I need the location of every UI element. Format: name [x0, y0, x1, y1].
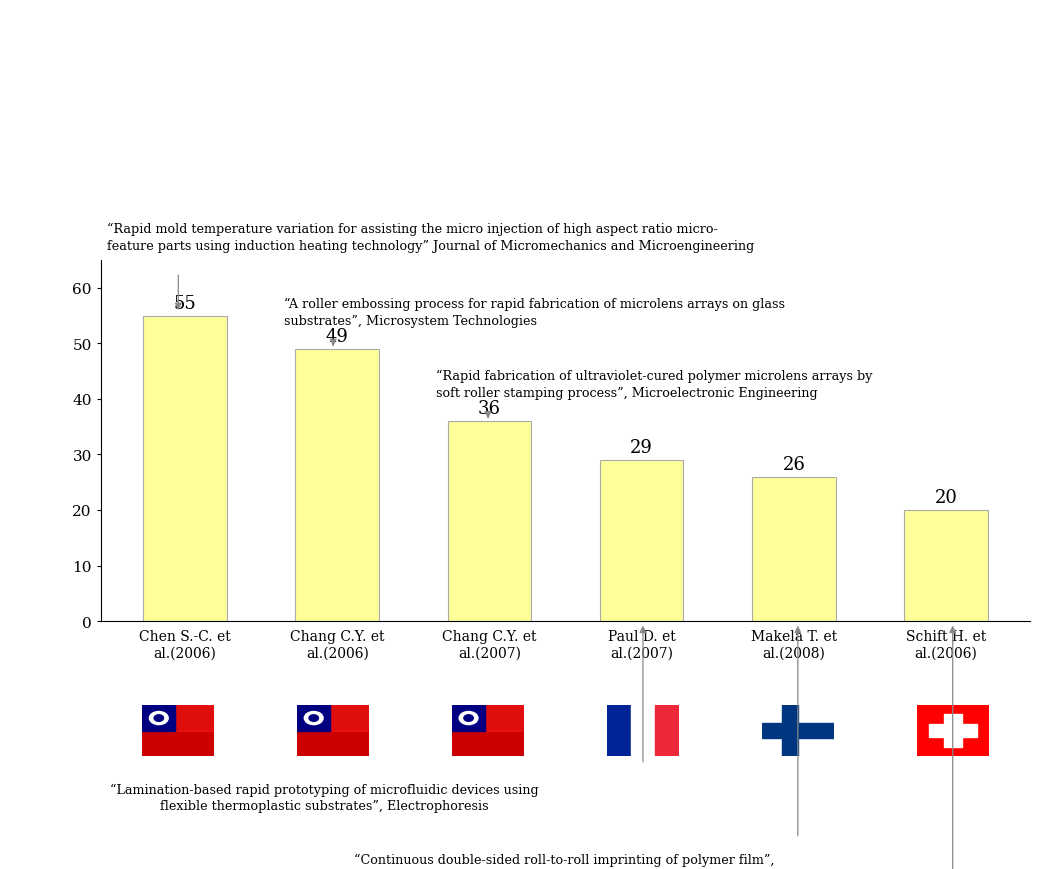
Bar: [142, 706, 175, 731]
Polygon shape: [157, 713, 160, 714]
Polygon shape: [467, 713, 470, 714]
Bar: [143, 316, 227, 621]
Polygon shape: [461, 720, 465, 721]
Polygon shape: [309, 721, 312, 723]
Bar: [782, 706, 798, 756]
Text: 49: 49: [326, 328, 348, 346]
Text: “Lamination-based rapid prototyping of microfluidic devices using
flexible therm: “Lamination-based rapid prototyping of m…: [110, 782, 538, 813]
Bar: [631, 706, 655, 756]
Polygon shape: [318, 715, 321, 717]
Circle shape: [305, 712, 323, 725]
Bar: [752, 477, 836, 621]
Polygon shape: [312, 713, 315, 714]
Polygon shape: [155, 721, 157, 723]
Polygon shape: [157, 722, 160, 724]
Bar: [452, 706, 525, 731]
Polygon shape: [464, 721, 467, 723]
Polygon shape: [306, 720, 310, 721]
Bar: [944, 714, 962, 747]
Circle shape: [459, 712, 478, 725]
Polygon shape: [319, 717, 322, 720]
Circle shape: [464, 715, 474, 721]
Polygon shape: [151, 717, 154, 720]
Polygon shape: [306, 715, 310, 717]
Bar: [600, 461, 684, 621]
Circle shape: [309, 715, 319, 721]
Polygon shape: [164, 717, 168, 720]
Circle shape: [154, 715, 164, 721]
Bar: [761, 723, 834, 739]
Circle shape: [150, 712, 168, 725]
Text: 20: 20: [935, 488, 958, 507]
Polygon shape: [309, 713, 312, 715]
Bar: [295, 349, 379, 621]
Polygon shape: [155, 713, 157, 715]
Bar: [447, 421, 531, 621]
Bar: [452, 706, 485, 731]
Polygon shape: [464, 713, 467, 715]
Text: “A roller embossing process for rapid fabrication of microlens arrays on glass
s: “A roller embossing process for rapid fa…: [285, 298, 785, 328]
Text: “Rapid mold temperature variation for assisting the micro injection of high aspe: “Rapid mold temperature variation for as…: [106, 222, 754, 252]
Text: 36: 36: [478, 400, 501, 418]
Text: 26: 26: [783, 455, 805, 474]
Polygon shape: [460, 717, 463, 720]
Bar: [142, 706, 215, 731]
Polygon shape: [160, 721, 164, 723]
Bar: [297, 706, 370, 731]
Polygon shape: [312, 722, 315, 724]
Polygon shape: [473, 720, 476, 721]
Text: 29: 29: [630, 439, 653, 456]
Bar: [297, 706, 330, 731]
Polygon shape: [318, 720, 321, 721]
Bar: [929, 725, 977, 737]
Polygon shape: [473, 715, 476, 717]
Polygon shape: [152, 715, 155, 717]
Bar: [655, 706, 679, 756]
Bar: [904, 510, 988, 621]
Polygon shape: [162, 715, 167, 717]
Polygon shape: [315, 713, 318, 715]
Polygon shape: [305, 717, 308, 720]
Polygon shape: [315, 721, 318, 723]
Polygon shape: [461, 715, 465, 717]
Bar: [606, 706, 631, 756]
Polygon shape: [470, 721, 473, 723]
Text: “Continuous double-sided roll-to-roll imprinting of polymer film”,
Japanese Jour: “Continuous double-sided roll-to-roll im…: [354, 853, 774, 869]
Polygon shape: [474, 717, 477, 720]
Polygon shape: [467, 722, 470, 724]
Polygon shape: [470, 713, 473, 715]
Polygon shape: [160, 713, 164, 715]
Text: “Rapid fabrication of ultraviolet-cured polymer microlens arrays by
soft roller : “Rapid fabrication of ultraviolet-cured …: [435, 370, 872, 400]
Text: 55: 55: [173, 295, 196, 312]
Polygon shape: [162, 720, 167, 721]
Polygon shape: [152, 720, 155, 721]
